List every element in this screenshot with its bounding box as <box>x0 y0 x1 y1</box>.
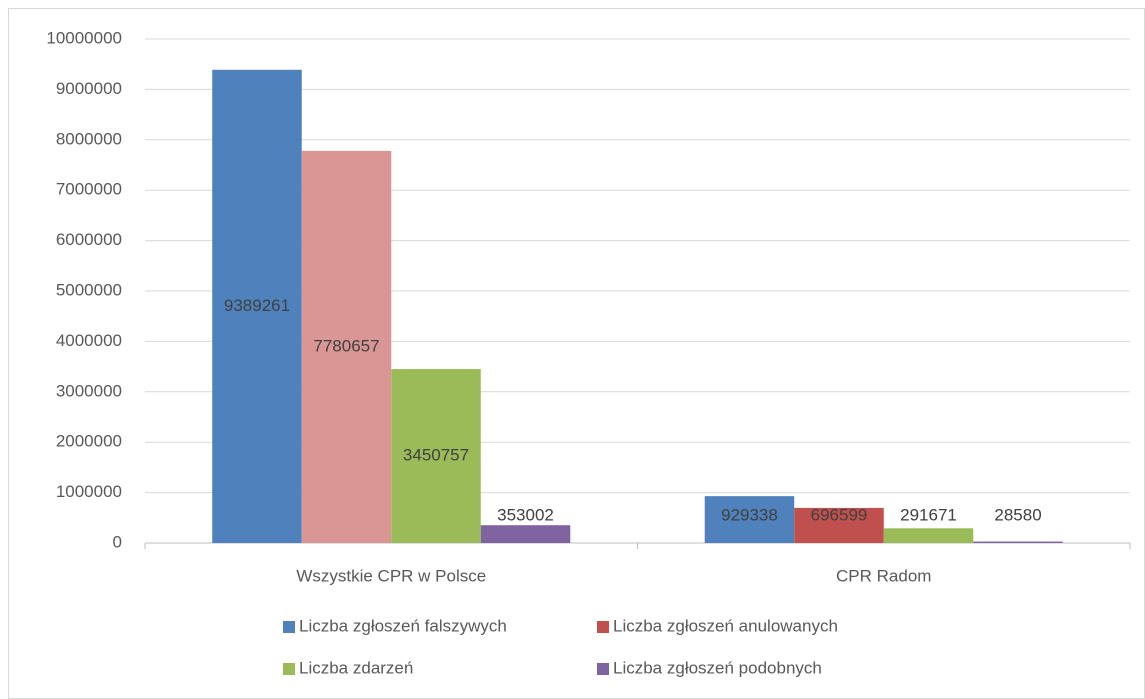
data-label: 7780657 <box>313 336 379 355</box>
chart-frame <box>8 8 1145 699</box>
legend-label: Liczba zgłoszeń falszywych <box>299 616 507 635</box>
bar <box>704 496 795 543</box>
y-tick-label: 10000000 <box>46 28 122 47</box>
y-tick-label: 0 <box>113 532 122 551</box>
bar <box>883 528 974 543</box>
data-label: 28580 <box>994 505 1041 524</box>
data-label: 3450757 <box>403 446 469 465</box>
data-label: 353002 <box>497 505 554 524</box>
legend-swatch <box>597 621 609 633</box>
legend-label: Liczba zgłoszeń anulowanych <box>613 616 838 635</box>
legend-swatch <box>597 663 609 675</box>
bar <box>480 525 571 543</box>
bar <box>301 150 392 543</box>
bar <box>391 369 481 543</box>
y-tick-label: 3000000 <box>56 381 122 400</box>
data-label: 696599 <box>811 505 868 524</box>
bar <box>212 69 302 543</box>
bar <box>973 541 1063 543</box>
y-tick-label: 7000000 <box>56 180 122 199</box>
y-tick-label: 4000000 <box>56 331 122 350</box>
legend-label: Liczba zgłoszeń podobnych <box>613 658 822 677</box>
bar <box>794 507 884 543</box>
data-label: 929338 <box>721 505 778 524</box>
y-tick-label: 8000000 <box>56 129 122 148</box>
y-tick-label: 9000000 <box>56 79 122 98</box>
x-tick-label: Wszystkie CPR w Polsce <box>296 566 486 585</box>
y-tick-label: 5000000 <box>56 280 122 299</box>
x-tick-label: CPR Radom <box>836 566 931 585</box>
data-label: 9389261 <box>224 296 290 315</box>
data-label: 291671 <box>900 505 957 524</box>
y-tick-label: 2000000 <box>56 432 122 451</box>
y-tick-label: 1000000 <box>56 482 122 501</box>
y-tick-label: 6000000 <box>56 230 122 249</box>
legend-swatch <box>283 663 295 675</box>
legend-swatch <box>283 621 295 633</box>
legend-label: Liczba zdarzeń <box>299 658 413 677</box>
